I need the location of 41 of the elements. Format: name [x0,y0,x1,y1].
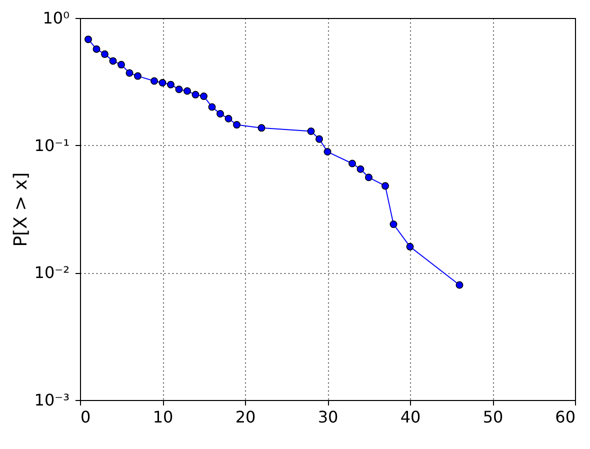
point [158,79,166,87]
point [126,69,134,77]
point [364,174,373,182]
point [183,87,192,95]
x-tick-label: 50 [482,408,504,426]
point [208,103,216,111]
point [200,92,208,100]
point [117,60,126,68]
x-tick-label: 10 [152,408,174,426]
point [232,121,241,129]
x-tick-label: 30 [318,408,338,426]
point [390,220,398,228]
y-tick-label: 10⁻³ [34,390,70,410]
point [381,182,390,190]
point [192,90,200,98]
y-axis-title: P[X > x] [10,172,32,247]
point [92,45,100,53]
point [109,57,117,65]
y-tick-label: 10⁻¹ [34,136,70,155]
point [307,128,315,135]
y-tick-label: 10⁻² [34,263,70,282]
point [456,281,464,289]
point [150,77,158,85]
point [84,36,92,44]
point [134,72,142,80]
x-tick-label: 40 [400,408,421,426]
point [356,165,364,173]
point [224,114,232,122]
y-tick-label: 10⁰ [42,8,70,28]
point [166,80,175,88]
point [406,242,414,250]
x-tick-label: 60 [555,408,576,426]
point [216,110,224,118]
point [315,135,324,143]
point [324,148,332,156]
point [348,160,356,168]
point [175,86,183,94]
point [100,50,109,58]
x-tick-label: 0 [80,408,91,426]
x-tick-label: 20 [235,408,256,426]
point [258,124,266,132]
